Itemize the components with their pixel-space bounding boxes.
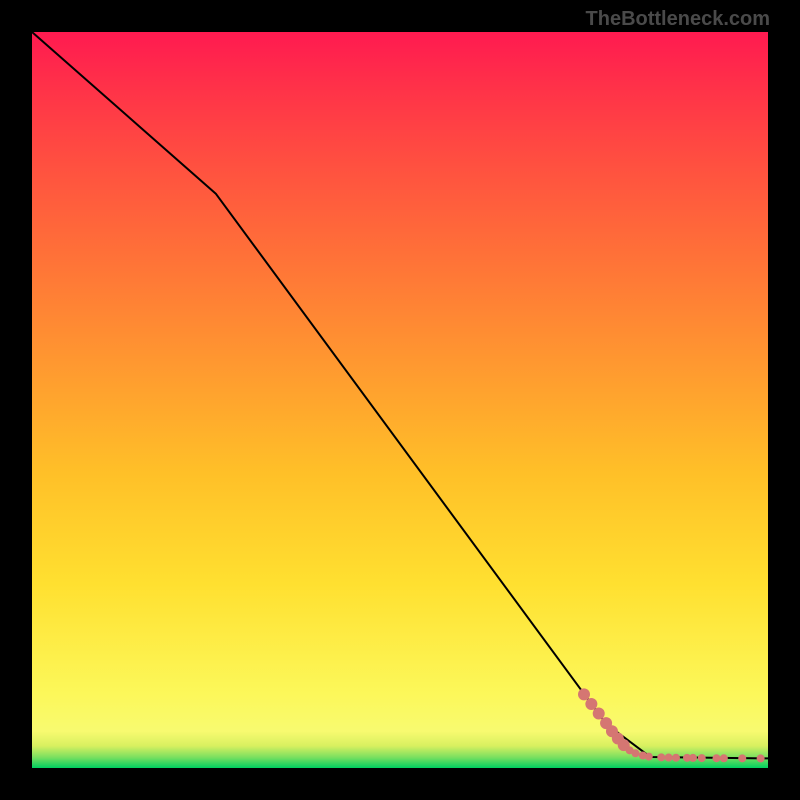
data-marker [712,754,720,762]
data-marker [757,754,765,762]
data-marker [657,753,665,761]
data-marker [720,754,728,762]
data-marker [665,754,673,762]
watermark-text: TheBottleneck.com [586,8,770,31]
data-marker [645,753,653,761]
data-marker [698,754,706,762]
chart-svg [0,0,800,800]
data-marker [632,749,640,757]
data-marker [689,754,697,762]
data-marker [738,754,746,762]
chart-container: TheBottleneck.com [0,0,800,800]
data-marker [672,754,680,762]
data-marker [578,688,590,700]
data-marker [593,708,605,720]
data-marker [585,698,597,710]
plot-background [32,32,768,768]
